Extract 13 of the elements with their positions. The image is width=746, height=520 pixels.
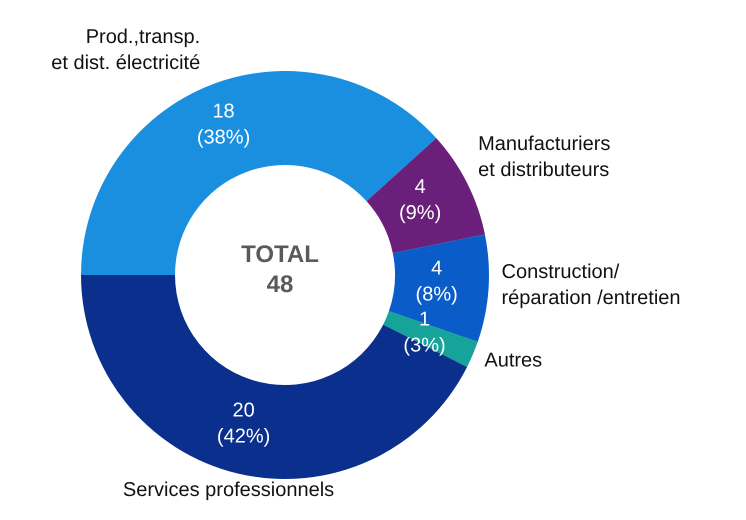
data-label: 4 (9%) (399, 176, 442, 224)
slice-label: Prod.,transp. et dist. électricité (51, 26, 200, 74)
text: TOTAL 48 (240, 240, 320, 300)
slice-label: Construction/ réparation /entretien (502, 260, 681, 309)
slice-label: Manufacturiers et distributeurs (478, 132, 610, 181)
data-label: 18 (38%) (196, 100, 250, 148)
data-label: 4 (8%) (416, 257, 458, 306)
data-label: 1 (3%) (403, 308, 446, 356)
data-label: 20 (42%) (216, 400, 270, 448)
donut-slice (383, 311, 478, 368)
slice-label: Autres (484, 350, 542, 372)
slice-label: Services professionnels (122, 478, 334, 501)
donut-slice (81, 275, 468, 479)
